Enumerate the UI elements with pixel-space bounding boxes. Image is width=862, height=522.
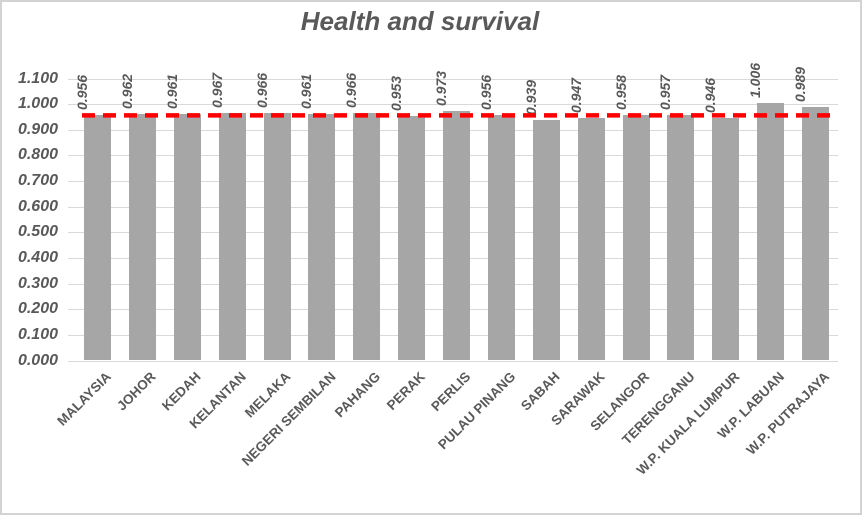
bar bbox=[83, 115, 111, 360]
bar bbox=[532, 119, 560, 360]
y-axis-tick-label: 1.100 bbox=[17, 69, 58, 87]
bar bbox=[173, 114, 201, 360]
bar bbox=[577, 117, 605, 360]
y-axis-tick-label: 0.700 bbox=[17, 172, 58, 190]
bar bbox=[128, 113, 156, 360]
bar bbox=[802, 107, 830, 360]
y-axis-tick-label: 0.900 bbox=[17, 120, 58, 138]
bar bbox=[667, 115, 695, 360]
bar bbox=[398, 116, 426, 360]
y-axis-tick-label: 0.300 bbox=[17, 274, 58, 292]
bar bbox=[443, 111, 470, 360]
bar bbox=[487, 115, 515, 360]
y-axis-tick-label: 0.000 bbox=[17, 351, 58, 369]
y-axis-tick-label: 0.400 bbox=[17, 248, 58, 266]
bar bbox=[308, 114, 336, 360]
y-axis-tick-label: 0.200 bbox=[17, 300, 58, 318]
bar bbox=[353, 112, 381, 360]
y-axis-tick-label: 0.800 bbox=[17, 146, 58, 164]
chart-title: Health and survival bbox=[300, 6, 540, 36]
bar bbox=[712, 118, 740, 360]
y-axis-tick-label: 0.600 bbox=[17, 197, 58, 215]
bar bbox=[622, 114, 650, 360]
gridline bbox=[68, 79, 838, 80]
y-axis-tick-label: 1.000 bbox=[17, 95, 58, 113]
bar bbox=[757, 102, 785, 360]
gridline bbox=[68, 104, 838, 105]
y-axis-tick-label: 0.100 bbox=[17, 325, 58, 343]
y-axis-tick-label: 0.500 bbox=[17, 223, 58, 241]
bar bbox=[218, 112, 246, 360]
gridline bbox=[68, 361, 838, 362]
bar bbox=[263, 112, 291, 360]
